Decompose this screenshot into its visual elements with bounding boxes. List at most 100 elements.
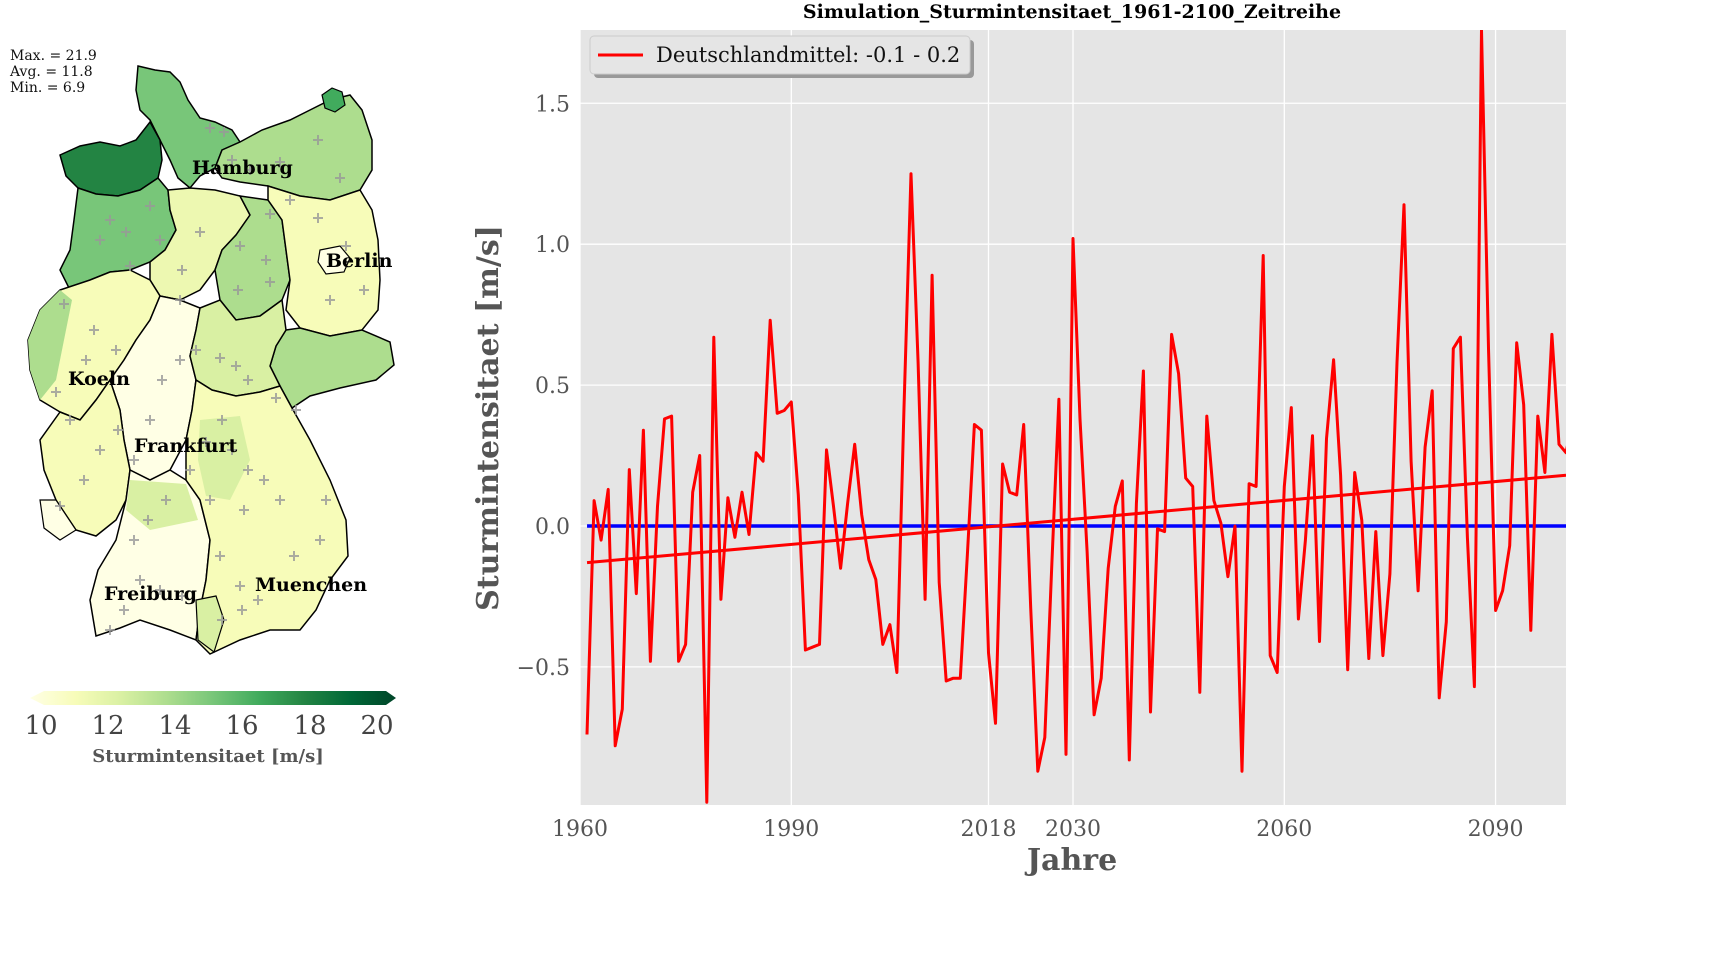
y-axis-ticks: −0.5 0.0 0.5 1.0 1.5 (517, 92, 570, 681)
station-marker (113, 425, 123, 435)
station-marker (285, 195, 295, 205)
y-tick-label: −0.5 (517, 656, 570, 681)
colorbar-label: Sturmintensitaet [m/s] (92, 746, 324, 767)
station-marker (81, 355, 91, 365)
colorbar-bar (30, 691, 396, 705)
city-label-hamburg: Hamburg (192, 157, 293, 179)
station-marker (219, 127, 229, 137)
station-marker (95, 235, 105, 245)
colorbar-tick: 12 (91, 711, 125, 741)
station-markers (51, 123, 369, 635)
station-marker (261, 255, 271, 265)
station-marker (135, 575, 145, 585)
city-label-freiburg: Freiburg (104, 583, 197, 605)
station-marker (313, 213, 323, 223)
station-marker (145, 415, 155, 425)
station-marker (185, 465, 195, 475)
region-mecklenburg (214, 94, 373, 201)
region-sachsen (269, 327, 395, 410)
station-marker (175, 355, 185, 365)
legend-entry: Deutschlandmittel: -0.1 - 0.2 (656, 43, 960, 67)
station-marker (105, 625, 115, 635)
station-marker (259, 475, 269, 485)
station-marker (231, 361, 241, 371)
station-marker (313, 135, 323, 145)
station-marker (89, 325, 99, 335)
station-marker (217, 615, 227, 625)
colorbar-tick: 18 (293, 711, 327, 741)
map-statistics: Max. = 21.9 Avg. = 11.8 Min. = 6.9 (10, 48, 97, 96)
station-marker (111, 345, 121, 355)
region-thueringen (189, 298, 287, 397)
station-marker (95, 445, 105, 455)
station-marker (275, 157, 285, 167)
station-marker (265, 209, 275, 219)
station-marker (217, 415, 227, 425)
station-marker (155, 585, 165, 595)
station-marker (315, 535, 325, 545)
station-marker (289, 551, 299, 561)
station-marker (157, 375, 167, 385)
station-marker (55, 501, 65, 511)
station-marker (195, 227, 205, 237)
colorbar-tick: 16 (225, 711, 259, 741)
y-tick-label: 0.5 (535, 374, 570, 399)
station-marker (325, 295, 335, 305)
series-line-deutschlandmittel (585, 30, 1566, 804)
region-ruegen (321, 87, 346, 113)
region-saarland (39, 499, 77, 541)
legend-shadow (594, 40, 974, 78)
station-marker (265, 277, 275, 287)
station-marker (177, 591, 187, 601)
city-label-koeln: Koeln (68, 368, 130, 390)
station-marker (215, 551, 225, 561)
station-marker (253, 595, 263, 605)
legend-box (589, 35, 971, 75)
station-marker (215, 353, 225, 363)
station-marker (129, 535, 139, 545)
station-marker (191, 345, 201, 355)
map-panel: Hamburg Berlin Koeln Frankfurt Freiburg … (0, 0, 420, 800)
station-marker (243, 375, 253, 385)
colorbar-tick: 10 (24, 711, 58, 741)
station-marker (271, 393, 281, 403)
station-marker (129, 455, 139, 465)
y-tick-label: 0.0 (535, 515, 570, 540)
region-niedersachsen-east (149, 187, 251, 301)
x-tick-label: 2030 (1045, 817, 1101, 842)
station-marker (121, 227, 131, 237)
station-marker (201, 437, 211, 447)
station-marker (291, 405, 301, 415)
station-marker (235, 241, 245, 251)
x-tick-label: 1960 (552, 817, 608, 842)
chart-title: Simulation_Sturmintensitaet_1961-2100_Ze… (803, 1, 1341, 23)
station-marker (59, 299, 69, 309)
y-tick-label: 1.5 (535, 92, 570, 117)
station-marker (227, 155, 237, 165)
station-marker (245, 165, 255, 175)
y-axis-label: Sturmintensitaet [m/s] (471, 225, 506, 611)
station-marker (105, 215, 115, 225)
station-marker (65, 415, 75, 425)
city-label-muenchen: Muenchen (255, 574, 367, 596)
region-nrw-west (28, 290, 72, 400)
city-label-frankfurt: Frankfurt (134, 435, 237, 457)
station-marker (155, 235, 165, 245)
grid-lines (579, 30, 1566, 805)
stat-max: Max. = 21.9 (10, 48, 97, 64)
x-tick-label: 2060 (1256, 817, 1312, 842)
plot-background (580, 30, 1566, 805)
trend-line (586, 473, 1566, 565)
station-marker (143, 515, 153, 525)
region-bayern-center (198, 416, 250, 500)
station-marker (335, 173, 345, 183)
y-tick-label: 1.0 (535, 233, 570, 258)
region-allgaeu (195, 595, 225, 653)
station-marker (321, 495, 331, 505)
x-tick-label: 1990 (763, 817, 819, 842)
station-marker (177, 265, 187, 275)
station-marker (161, 495, 171, 505)
station-marker (237, 605, 247, 615)
station-marker (227, 445, 237, 455)
station-marker (119, 605, 129, 615)
